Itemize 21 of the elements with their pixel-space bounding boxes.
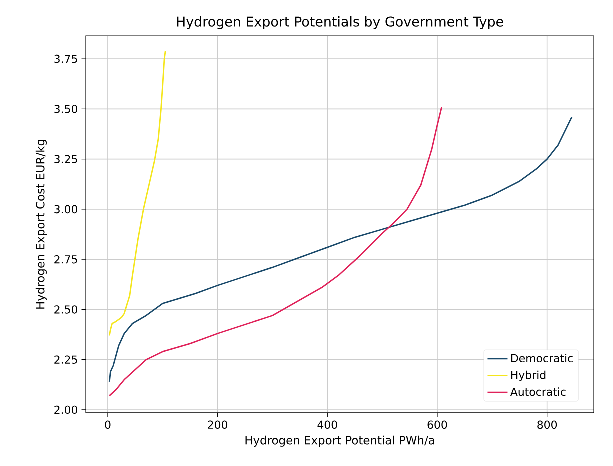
x-tick-label: 0 bbox=[105, 420, 111, 430]
x-tick-label: 200 bbox=[208, 420, 228, 430]
y-tick-label: 2.75 bbox=[54, 255, 78, 264]
legend-label: Hybrid bbox=[512, 370, 546, 382]
x-axis-title: Hydrogen Export Potential PWh/a bbox=[246, 436, 434, 447]
chart-title: Hydrogen Export Potentials by Government Type bbox=[177, 16, 504, 30]
y-tick-label: 3.50 bbox=[54, 105, 78, 114]
y-tick-label: 2.25 bbox=[54, 356, 78, 364]
x-tick-label: 800 bbox=[538, 420, 558, 430]
x-tick-label: 400 bbox=[318, 420, 338, 430]
x-tick-label: 600 bbox=[428, 420, 448, 430]
y-tick-label: 3.25 bbox=[54, 155, 78, 164]
y-tick-label: 3.00 bbox=[54, 205, 78, 214]
line-series bbox=[108, 116, 573, 383]
legend-label: Democratic bbox=[512, 354, 573, 363]
y-axis-title: Hydrogen Export Cost EUR/kg bbox=[36, 140, 47, 309]
legend-label: Autocratic bbox=[510, 388, 566, 396]
y-tick-label: 2.00 bbox=[54, 406, 78, 414]
y-tick-label: 2.50 bbox=[54, 306, 78, 314]
y-tick-label: 3.75 bbox=[54, 54, 78, 64]
line-series bbox=[108, 50, 166, 336]
